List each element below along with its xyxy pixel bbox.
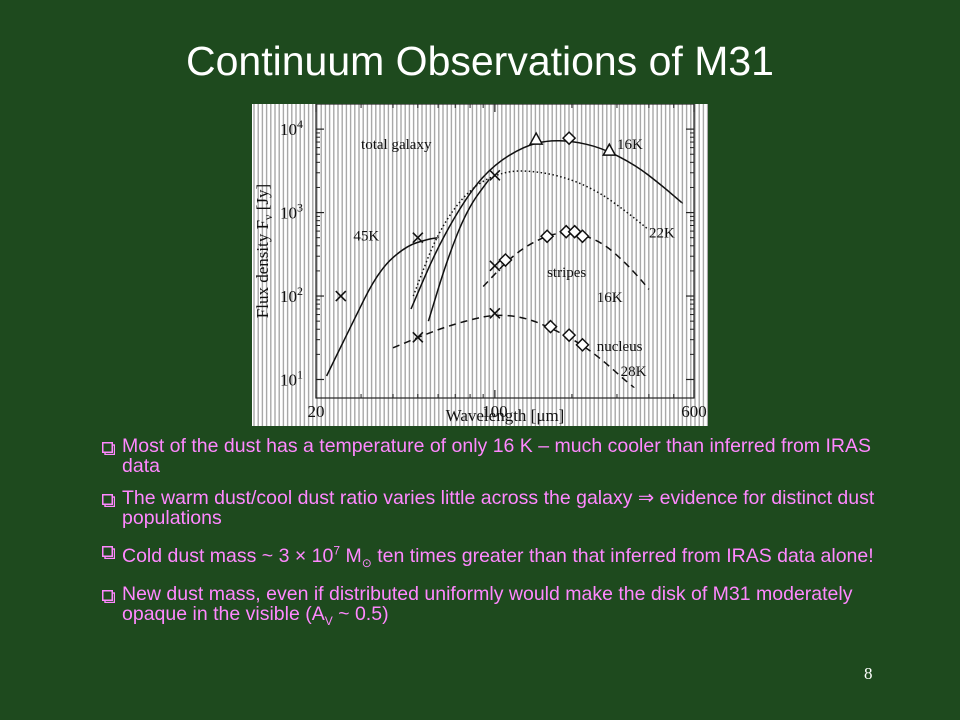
checkbox-bullet-icon bbox=[102, 543, 116, 560]
y-tick-labels: 101 102 103 104 bbox=[280, 117, 303, 389]
sun-symbol: ⊙ bbox=[361, 555, 372, 570]
curve-solid bbox=[410, 140, 684, 310]
diamond-marker bbox=[562, 328, 577, 343]
bullet-text: Most of the dust has a temperature of on… bbox=[122, 435, 871, 477]
diamond-marker bbox=[562, 131, 577, 146]
x-marker bbox=[412, 331, 424, 343]
diamond-marker bbox=[575, 229, 590, 244]
sed-chart: 20 100 600 101 102 103 104 total galaxy 16K 22K… bbox=[252, 104, 708, 426]
chart-hatching bbox=[253, 104, 708, 426]
curve-dashed bbox=[392, 314, 635, 389]
y-tick-label: 101 bbox=[280, 367, 303, 389]
axis-ticks bbox=[315, 104, 695, 398]
slide-title: Continuum Observations of M31 bbox=[186, 38, 774, 84]
annotation-label: total galaxy bbox=[361, 137, 432, 153]
bullet-text: New dust mass, even if distributed unifo… bbox=[122, 583, 853, 629]
diamond-marker bbox=[575, 337, 590, 352]
annotation-label: 22K bbox=[649, 226, 675, 242]
plot-frame bbox=[315, 104, 695, 399]
diamond-marker bbox=[540, 229, 555, 244]
triangle-marker bbox=[602, 142, 617, 156]
bullet-item: Cold dust mass ~ 3 × 107 M⊙ ten times gr… bbox=[102, 540, 902, 572]
annotation-label: 16K bbox=[597, 290, 623, 306]
annotations: total galaxy 16K 22K 45K stripes 16K nucleus 28… bbox=[353, 137, 675, 380]
checkbox-bullet-icon bbox=[102, 491, 116, 508]
x-marker bbox=[489, 260, 501, 272]
x-tick-label: 600 bbox=[681, 402, 707, 421]
x-marker bbox=[489, 169, 501, 181]
x-tick-label: 20 bbox=[308, 402, 325, 421]
diamond-marker bbox=[498, 252, 513, 268]
x-tick-labels: 20 100 600 bbox=[308, 402, 707, 421]
bullet-item: The warm dust/cool dust ratio varies lit… bbox=[102, 488, 902, 528]
annotation-label: stripes bbox=[547, 265, 586, 281]
y-axis-label: Flux density Fν [Jy] bbox=[253, 184, 275, 318]
x-marker bbox=[412, 232, 424, 244]
y-tick-label: 103 bbox=[280, 201, 303, 223]
chart-svg: 20 100 600 101 102 103 104 total galaxy 16K 22K… bbox=[252, 104, 708, 426]
diamond-marker bbox=[543, 319, 558, 334]
curve-solid bbox=[325, 236, 439, 377]
markers bbox=[335, 131, 617, 352]
x-axis-label: Wavelength [μm] bbox=[446, 406, 565, 425]
bullet-item: New dust mass, even if distributed unifo… bbox=[102, 584, 902, 631]
x-tick-label: 100 bbox=[482, 402, 508, 421]
y-tick-label: 104 bbox=[280, 117, 303, 139]
y-tick-label: 102 bbox=[280, 284, 303, 306]
implies-symbol: ⇒ bbox=[637, 487, 655, 509]
annotation-label: 45K bbox=[353, 229, 379, 245]
annotation-label: nucleus bbox=[597, 339, 643, 355]
bullet-item: Most of the dust has a temperature of on… bbox=[102, 436, 902, 476]
bullet-list: Most of the dust has a temperature of on… bbox=[102, 436, 902, 643]
triangle-marker bbox=[528, 131, 544, 145]
annotation-label: 16K bbox=[617, 137, 643, 153]
x-marker bbox=[335, 290, 347, 302]
page-number: 8 bbox=[864, 664, 873, 683]
checkbox-bullet-icon bbox=[102, 439, 116, 456]
curve-dotted bbox=[412, 170, 650, 297]
bullet-text: Cold dust mass ~ 3 × 107 M⊙ ten times gr… bbox=[122, 543, 874, 570]
x-marker bbox=[489, 307, 501, 319]
bullet-text: The warm dust/cool dust ratio varies lit… bbox=[122, 487, 875, 529]
checkbox-bullet-icon bbox=[102, 587, 116, 604]
annotation-label: 28K bbox=[621, 364, 647, 380]
curve-solid bbox=[427, 178, 490, 322]
